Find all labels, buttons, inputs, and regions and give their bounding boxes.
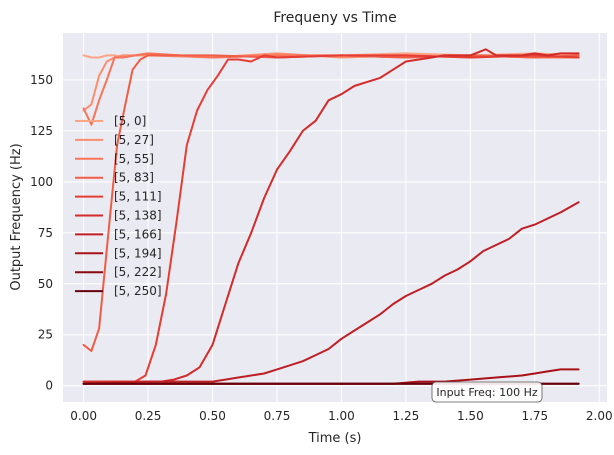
y-tick-label: 150	[30, 73, 53, 87]
y-tick-label: 25	[38, 328, 53, 342]
x-axis-label: Time (s)	[308, 431, 362, 446]
series-line-5	[82, 48, 580, 383]
legend-label-6: [5, 166]	[114, 227, 162, 241]
x-tick-label: 1.50	[457, 409, 484, 423]
plot-area	[63, 33, 607, 402]
x-tick-label: 2.00	[586, 409, 613, 423]
x-tick-label: 0.25	[135, 409, 162, 423]
annotation-box: Input Freq: 100 Hz	[431, 381, 543, 403]
x-tick-label: 0.00	[70, 409, 97, 423]
y-tick-label: 125	[30, 124, 53, 138]
legend-label-3: [5, 83]	[114, 171, 154, 185]
y-tick-label: 0	[45, 379, 53, 393]
x-tick-label: 1.25	[393, 409, 420, 423]
x-tick-label: 0.75	[264, 409, 291, 423]
series-line-6	[82, 201, 580, 385]
x-tick-label: 0.50	[199, 409, 226, 423]
series-lines	[82, 48, 580, 385]
series-line-4	[82, 54, 580, 383]
y-axis-label: Output Frequency (Hz)	[9, 143, 24, 290]
legend-label-5: [5, 138]	[114, 209, 162, 223]
legend-label-8: [5, 222]	[114, 265, 162, 279]
legend-label-9: [5, 250]	[114, 284, 162, 298]
x-tick-label: 1.00	[328, 409, 355, 423]
legend-label-7: [5, 194]	[114, 246, 162, 260]
x-tick-label: 1.75	[521, 409, 548, 423]
x-tick-labels: 0.00 0.25 0.50 0.75 1.00 1.25 1.50 1.75 2.00	[70, 409, 612, 423]
legend-label-1: [5, 27]	[114, 133, 154, 147]
annotation-text: Input Freq: 100 Hz	[436, 386, 538, 399]
legend: [5, 0] [5, 27] [5, 55] [5, 83] [5, 111] [5, 1…	[75, 114, 162, 298]
legend-label-0: [5, 0]	[114, 114, 146, 128]
annotation-frame	[431, 381, 543, 403]
y-tick-label: 100	[30, 175, 53, 189]
y-tick-label: 50	[38, 277, 53, 291]
y-tick-label: 75	[38, 226, 53, 240]
chart-title: Frequeny vs Time	[273, 10, 396, 26]
legend-label-4: [5, 111]	[114, 190, 162, 204]
y-tick-labels: 0 25 50 75 100 125 150	[30, 73, 53, 393]
legend-label-2: [5, 55]	[114, 152, 154, 166]
